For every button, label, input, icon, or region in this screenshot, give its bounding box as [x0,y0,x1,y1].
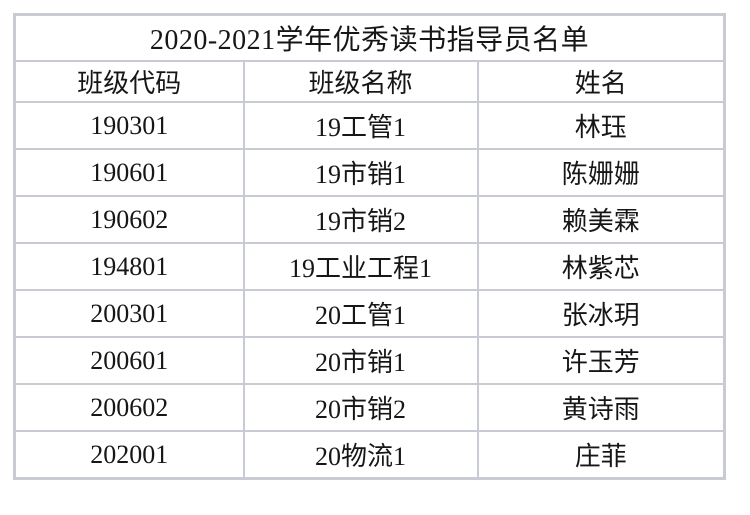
header-class-name: 班级名称 [242,60,479,103]
class-name-cell: 20工管1 [242,289,479,338]
person-name-cell: 许玉芳 [476,336,726,385]
class-name-cell: 19市销1 [242,148,479,197]
table-row: 200301 20工管1 张冰玥 [13,289,726,338]
table-row: 190601 19市销1 陈姗姗 [13,148,726,197]
person-name-cell: 庄菲 [476,430,726,480]
table-body: 190301 19工管1 林珏 190601 19市销1 陈姗姗 190602 19市销2 赖美… [13,101,726,480]
class-name-cell: 20市销2 [242,383,479,432]
table-title: 2020-2021学年优秀读书指导员名单 [13,13,726,62]
class-code-cell: 190602 [13,195,245,244]
class-code-cell: 200602 [13,383,245,432]
person-name-cell: 林紫芯 [476,242,726,291]
class-name-cell: 20市销1 [242,336,479,385]
person-name-cell: 黄诗雨 [476,383,726,432]
class-code-cell: 200301 [13,289,245,338]
header-row: 班级代码 班级名称 姓名 [13,60,726,103]
table-row: 190602 19市销2 赖美霖 [13,195,726,244]
class-name-cell: 19工业工程1 [242,242,479,291]
award-list-table: 2020-2021学年优秀读书指导员名单 班级代码 班级名称 姓名 190301… [13,13,727,480]
header-person-name: 姓名 [476,60,726,103]
class-name-cell: 19工管1 [242,101,479,150]
table-row: 200601 20市销1 许玉芳 [13,336,726,385]
header-class-code: 班级代码 [13,60,245,103]
class-name-cell: 20物流1 [242,430,479,480]
title-row: 2020-2021学年优秀读书指导员名单 [13,13,726,62]
person-name-cell: 陈姗姗 [476,148,726,197]
class-code-cell: 190601 [13,148,245,197]
table-row: 194801 19工业工程1 林紫芯 [13,242,726,291]
person-name-cell: 林珏 [476,101,726,150]
table-row: 190301 19工管1 林珏 [13,101,726,150]
class-code-cell: 202001 [13,430,245,480]
class-code-cell: 194801 [13,242,245,291]
table-row: 202001 20物流1 庄菲 [13,430,726,480]
class-code-cell: 190301 [13,101,245,150]
table-row: 200602 20市销2 黄诗雨 [13,383,726,432]
class-code-cell: 200601 [13,336,245,385]
person-name-cell: 张冰玥 [476,289,726,338]
person-name-cell: 赖美霖 [476,195,726,244]
class-name-cell: 19市销2 [242,195,479,244]
